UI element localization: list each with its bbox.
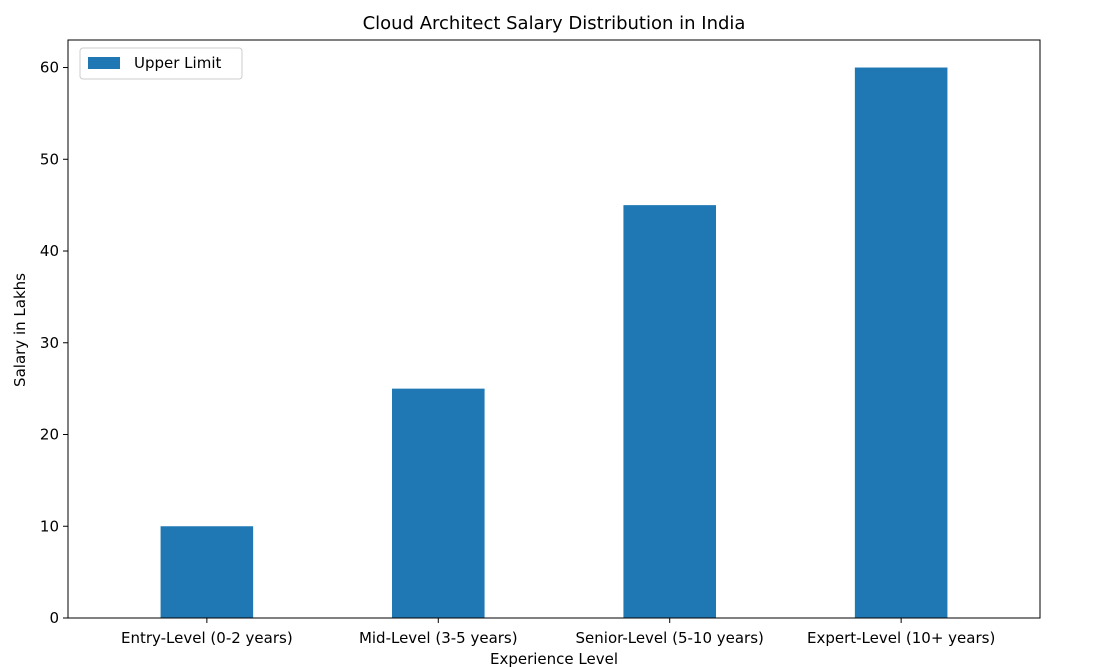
legend-label: Upper Limit	[134, 54, 221, 72]
x-axis-ticks: Entry-Level (0-2 years) Mid-Level (3-5 ye…	[121, 618, 995, 647]
legend-swatch	[88, 57, 120, 69]
y-tick-label: 30	[40, 334, 59, 352]
legend: Upper Limit	[79, 47, 243, 80]
bars-group	[160, 67, 948, 619]
y-axis-label: Salary in Lakhs	[11, 273, 29, 387]
y-tick-label: 20	[40, 426, 59, 444]
x-axis-label: Experience Level	[490, 650, 618, 667]
y-axis-ticks: 0 10 20 30 40 50 60	[40, 59, 68, 627]
x-tick-label: Senior-Level (5-10 years)	[576, 629, 764, 647]
y-tick-label: 10	[40, 517, 59, 535]
bar-4	[854, 67, 948, 619]
chart-title: Cloud Architect Salary Distribution in I…	[363, 13, 746, 34]
plot-frame	[67, 39, 1041, 619]
y-tick-label: 60	[40, 59, 59, 77]
y-tick-label: 0	[49, 609, 59, 627]
y-tick-label: 40	[40, 242, 59, 260]
bar-3	[623, 205, 716, 618]
x-tick-label: Entry-Level (0-2 years)	[121, 629, 293, 647]
y-tick-label: 50	[40, 150, 59, 168]
bar-1	[160, 526, 254, 618]
legend-box	[79, 47, 243, 80]
bar-2	[392, 388, 485, 618]
x-tick-label: Expert-Level (10+ years)	[807, 629, 995, 647]
x-tick-label: Mid-Level (3-5 years)	[359, 629, 518, 647]
